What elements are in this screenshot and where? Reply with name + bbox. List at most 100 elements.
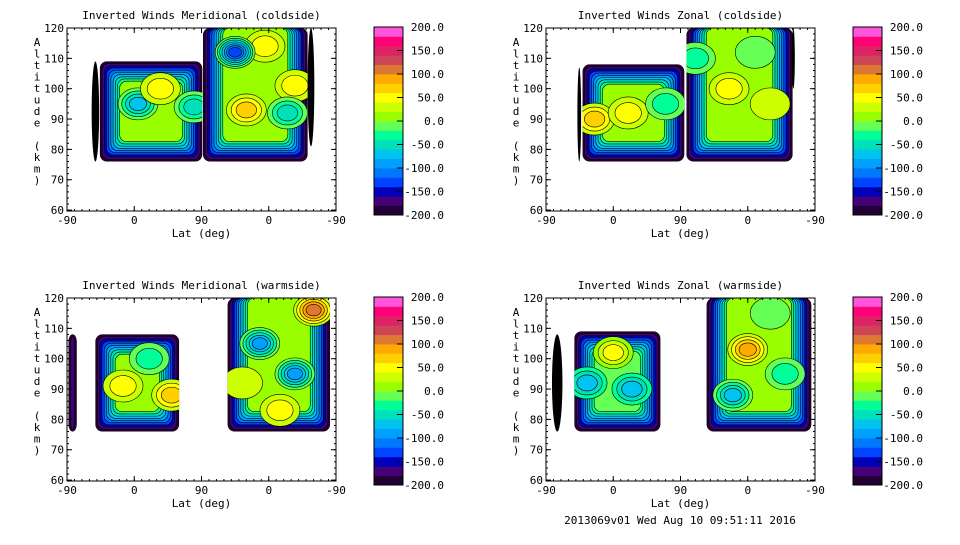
colorbar-band [374, 196, 403, 206]
colorbar-band [374, 168, 403, 178]
colorbar-band [374, 111, 403, 122]
contour-feature [749, 87, 791, 121]
colorbar-tick-label: -150.0 [883, 186, 923, 199]
colorbar-band [853, 447, 882, 458]
y-axis-label-char: ( [34, 140, 41, 153]
data-region [791, 28, 795, 89]
dense-contour-band [307, 28, 315, 147]
colorbar-band [853, 36, 882, 47]
colorbar-band [374, 74, 403, 84]
y-tick-label: 110 [523, 52, 543, 65]
colorbar-tick-label: 100.0 [890, 68, 923, 81]
y-axis-label-char: t [34, 329, 41, 342]
y-axis-label-char: ( [34, 410, 41, 423]
y-axis-label-char: d [513, 375, 520, 388]
y-tick-label: 100 [44, 353, 64, 366]
contour-feature [227, 366, 263, 400]
y-tick-label: 60 [530, 474, 543, 487]
x-tick-label: 0 [131, 484, 138, 497]
x-tick-label: 0 [610, 214, 617, 227]
y-tick-label: 70 [51, 444, 64, 457]
x-axis-label: Lat (deg) [172, 227, 232, 240]
contour-feature [734, 35, 776, 69]
data-region [202, 28, 308, 162]
colorbar-tick-label: -50.0 [890, 139, 923, 152]
colorbar-band [374, 353, 403, 364]
colorbar-tick-label: -50.0 [411, 139, 444, 152]
contour-feature [251, 337, 268, 350]
colorbar-band [853, 315, 882, 326]
colorbar-band [853, 83, 882, 94]
x-tick-label: -90 [536, 214, 556, 227]
colorbar-tick-label: 150.0 [411, 315, 444, 328]
y-axis-label-char: m [513, 163, 520, 176]
contour-feature [305, 304, 322, 317]
colorbar-band [853, 177, 882, 188]
x-tick-label: 0 [265, 484, 272, 497]
colorbar-band [374, 186, 403, 197]
colorbar-band [374, 428, 403, 439]
contour-feature [183, 98, 203, 116]
colorbar-band [853, 45, 882, 56]
colorbar-band [374, 83, 403, 94]
x-tick-label: 0 [265, 214, 272, 227]
footer-timestamp: 2013069v01 Wed Aug 10 09:51:11 2016 [564, 514, 796, 527]
y-axis-label-char: d [34, 105, 41, 118]
colorbar-tick-label: 100.0 [411, 338, 444, 351]
colorbar-band [853, 466, 882, 476]
colorbar-tick-label: 150.0 [411, 45, 444, 58]
colorbar-band [374, 381, 403, 392]
contour-feature [235, 101, 257, 119]
y-tick-label: 70 [530, 174, 543, 187]
y-axis-label-char: k [513, 151, 520, 164]
data-region [551, 334, 563, 432]
colorbar-tick-label: -100.0 [883, 432, 923, 445]
panel-title: Inverted Winds Zonal (coldside) [578, 9, 783, 22]
data-region [95, 334, 180, 432]
x-tick-label: 0 [744, 484, 751, 497]
colorbar-band [853, 297, 882, 307]
colorbar-band [853, 456, 882, 467]
contour-feature [715, 77, 743, 100]
y-tick-label: 60 [51, 204, 64, 217]
y-tick-label: 60 [51, 474, 64, 487]
colorbar-band [853, 334, 882, 345]
y-axis-label-char: i [513, 71, 520, 84]
x-tick-label: -90 [805, 214, 825, 227]
y-tick-label: 110 [44, 322, 64, 335]
colorbar-band [853, 381, 882, 392]
colorbar-tick-label: 50.0 [897, 362, 924, 375]
y-axis-label-char: u [513, 94, 520, 107]
y-axis-label-char: m [34, 433, 41, 446]
colorbar-band [374, 297, 403, 307]
colorbar-band [853, 205, 882, 216]
colorbar-tick-label: 200.0 [890, 291, 923, 304]
colorbar-tick-label: 150.0 [890, 45, 923, 58]
contour-panel: Inverted Winds Meridional (warmside) -90 0… [34, 279, 444, 510]
colorbar-band [374, 130, 403, 141]
colorbar-band [374, 139, 403, 150]
colorbar-band [374, 334, 403, 345]
contour-feature [686, 47, 709, 70]
contour-feature [129, 96, 147, 111]
colorbar-tick-label: 50.0 [897, 92, 924, 105]
colorbar-tick-label: -50.0 [411, 409, 444, 422]
colorbar-band [853, 186, 882, 197]
x-tick-label: 90 [195, 214, 208, 227]
colorbar-tick-label: 200.0 [411, 291, 444, 304]
y-axis-label-char: t [513, 352, 520, 365]
y-tick-label: 100 [523, 83, 543, 96]
dense-contour-band [551, 334, 563, 432]
colorbar-band [374, 177, 403, 188]
contour-feature [652, 93, 680, 115]
x-tick-label: 90 [674, 214, 687, 227]
data-region [68, 334, 77, 432]
y-axis-label-char: k [513, 421, 520, 434]
colorbar-tick-label: -100.0 [404, 162, 444, 175]
colorbar-band [374, 372, 403, 382]
contour-feature [135, 347, 163, 370]
colorbar-band [374, 362, 403, 373]
y-axis-label-char: A [34, 306, 41, 319]
colorbar-band [853, 64, 882, 75]
y-axis-label-char: ) [34, 174, 41, 187]
